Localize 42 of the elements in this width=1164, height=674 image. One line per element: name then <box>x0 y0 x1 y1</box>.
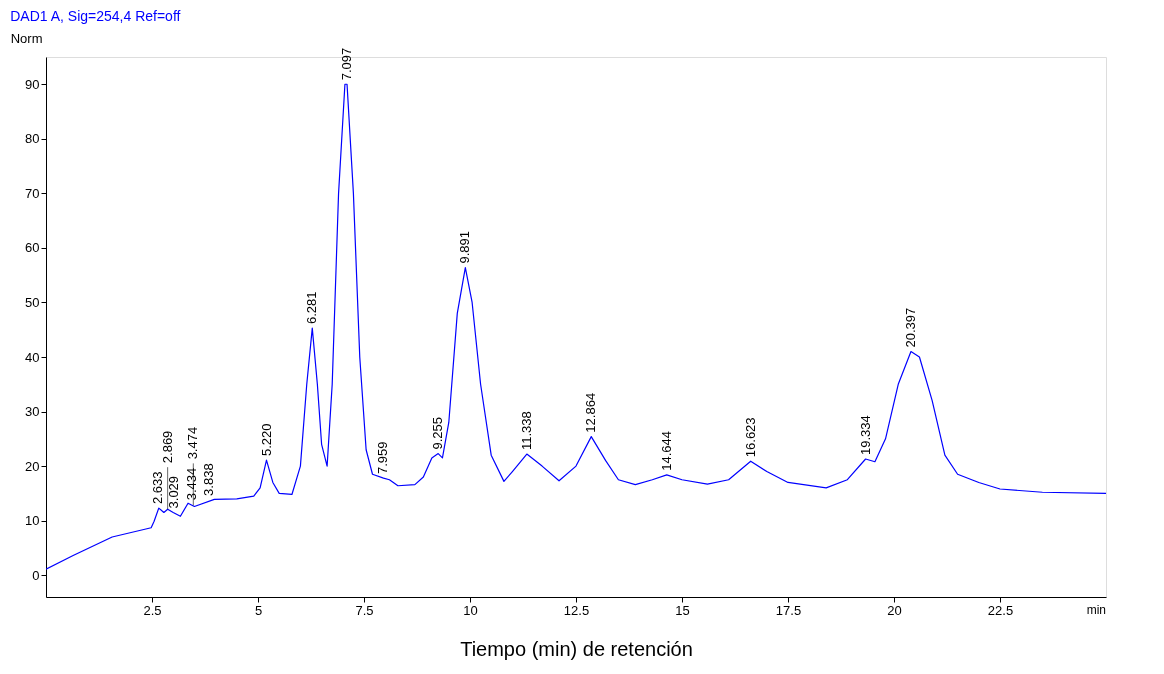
y-tick-label: 80 <box>25 131 40 147</box>
annotation: 11.338 <box>518 411 534 451</box>
annotation: 6.281 <box>304 291 320 325</box>
text: min <box>1086 603 1106 617</box>
annotation: 3.029 <box>166 475 182 509</box>
y-axis-title: Norm <box>10 30 43 46</box>
x-tick-label: 2.5 <box>143 602 162 618</box>
y-tick-label: 0 <box>32 567 40 583</box>
annotation: 3.838 <box>200 463 216 496</box>
line-series <box>46 83 1106 570</box>
annotation: 3.474 <box>185 426 201 460</box>
annotation: 3.434 <box>183 467 199 501</box>
annotation: 2.869 <box>159 430 175 464</box>
annotation: 9.255 <box>430 417 446 450</box>
annotation: 7.097 <box>338 47 354 81</box>
annotation: 20.397 <box>902 307 918 348</box>
annotation: 14.644 <box>658 431 674 471</box>
x-tick-label: 12.5 <box>563 602 590 618</box>
annotation: 2.633 <box>149 471 165 505</box>
annotation: 12.864 <box>583 392 599 433</box>
annotation: 19.334 <box>857 415 873 455</box>
y-tick-label: 40 <box>25 349 40 365</box>
x-axis-title: Tiempo (min) de retención <box>460 637 693 660</box>
x-tick-label: 5 <box>254 602 263 618</box>
annotation: 7.959 <box>375 441 391 475</box>
y-tick-label: 10 <box>25 513 40 529</box>
x-tick-label: 22.5 <box>987 602 1014 618</box>
y-tick-label: 70 <box>25 185 40 201</box>
y-tick-label: 30 <box>25 404 40 420</box>
y-tick-label: 50 <box>25 294 40 310</box>
x-tick-label: 20 <box>887 602 902 618</box>
y-tick-label: 60 <box>25 240 40 256</box>
chart-title: DAD1 A, Sig=254,4 Ref=off <box>10 8 181 24</box>
x-tick-label: 17.5 <box>775 602 802 618</box>
x-tick-label: 7.5 <box>355 602 374 618</box>
annotation: 9.891 <box>457 231 473 264</box>
x-tick-label: 15 <box>675 602 690 618</box>
annotation: 5.220 <box>259 423 275 457</box>
y-tick-label: 90 <box>25 76 40 92</box>
annotation: 16.623 <box>742 417 758 458</box>
y-tick-label: 20 <box>25 458 40 474</box>
x-tick-label: 10 <box>463 602 478 618</box>
